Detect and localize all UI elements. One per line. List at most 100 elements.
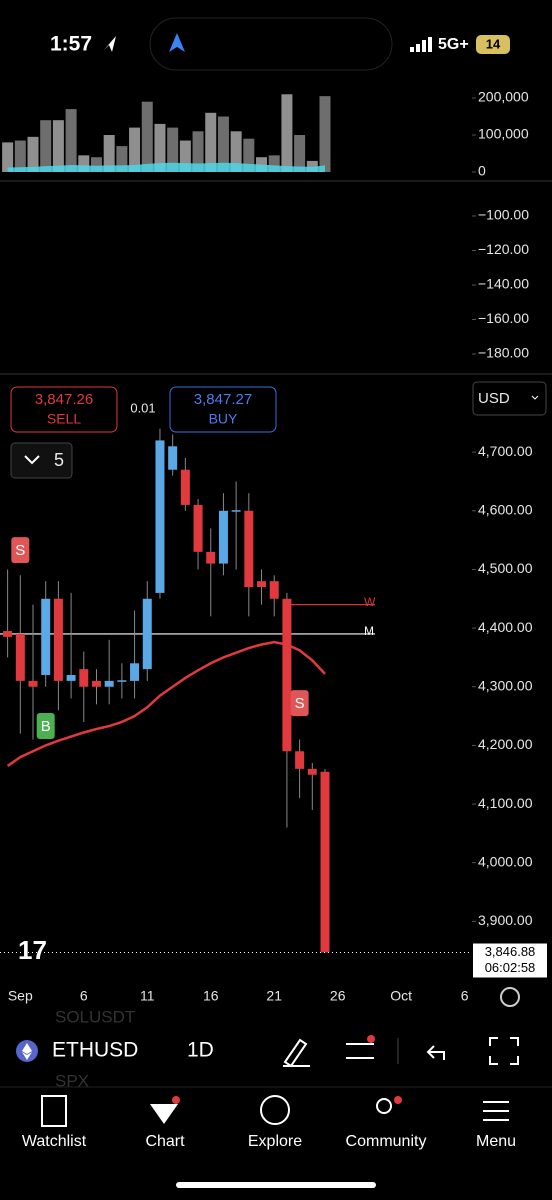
chevron bbox=[24, 455, 40, 465]
signal-marker bbox=[11, 537, 30, 564]
interval[interactable]: 1D bbox=[187, 1039, 214, 1062]
y-tick-label: 4,300.00 bbox=[478, 677, 533, 693]
currency: USD bbox=[478, 390, 510, 407]
y-tick-label: 4,000.00 bbox=[478, 853, 533, 869]
y-tick-label: −120.00 bbox=[478, 241, 529, 257]
volume-bar bbox=[192, 131, 204, 172]
y-tick-label: 4,700.00 bbox=[478, 443, 533, 459]
spread: 0.01 bbox=[130, 400, 155, 415]
candle-body bbox=[168, 446, 178, 470]
chart-icon[interactable] bbox=[150, 1104, 178, 1124]
x-tick-label: 11 bbox=[140, 988, 155, 1004]
y-tick-label: 4,500.00 bbox=[478, 560, 533, 576]
home-indicator bbox=[176, 1182, 376, 1188]
candle-body bbox=[282, 598, 292, 752]
quantity: 5 bbox=[54, 450, 64, 470]
volume-bar bbox=[319, 96, 331, 172]
candle-body bbox=[180, 469, 190, 505]
battery bbox=[476, 35, 510, 54]
buy-button[interactable] bbox=[169, 386, 277, 433]
volume-bar bbox=[154, 123, 166, 172]
candle-body bbox=[193, 504, 203, 552]
y-tick-label: 4,600.00 bbox=[478, 501, 533, 517]
y-tick-label: −180.00 bbox=[478, 345, 529, 361]
network: 5G+ bbox=[438, 36, 469, 53]
badge bbox=[394, 1096, 402, 1104]
indicators-icon[interactable] bbox=[346, 1043, 374, 1059]
x-tick-label: 16 bbox=[203, 988, 219, 1004]
signal-label: S bbox=[15, 542, 25, 559]
candle-body bbox=[53, 598, 63, 681]
volume-bar bbox=[90, 157, 102, 172]
candle-body bbox=[66, 675, 76, 681]
nav-label[interactable]: Explore bbox=[248, 1133, 302, 1150]
x-tick-label: Sep bbox=[8, 988, 33, 1004]
volume-bar bbox=[179, 140, 191, 172]
menu-icon[interactable] bbox=[483, 1101, 509, 1121]
volume-bar bbox=[14, 140, 26, 172]
volume-bar bbox=[243, 138, 255, 172]
nav-arrow bbox=[169, 33, 185, 52]
volume-bar bbox=[306, 160, 318, 172]
volume-bar bbox=[217, 116, 229, 172]
watchlist-icon[interactable] bbox=[41, 1095, 67, 1127]
volume-bar bbox=[141, 101, 153, 172]
candle-body bbox=[28, 680, 38, 687]
buy-label: BUY bbox=[209, 411, 238, 427]
location-icon bbox=[104, 36, 116, 52]
volume-bar bbox=[40, 120, 52, 172]
candle-body bbox=[91, 680, 101, 687]
volume-bar bbox=[2, 142, 14, 172]
volume-bar bbox=[268, 155, 280, 172]
candle-body bbox=[117, 680, 127, 682]
sell-button[interactable] bbox=[10, 386, 118, 433]
y-tick-label: −140.00 bbox=[478, 276, 529, 292]
nav-label[interactable]: Chart bbox=[145, 1133, 185, 1150]
x-tick-label: 6 bbox=[80, 988, 88, 1004]
signal-label: B bbox=[41, 718, 51, 735]
undo-icon[interactable] bbox=[426, 1045, 445, 1060]
volume-bar bbox=[281, 94, 293, 172]
candle-body bbox=[257, 581, 267, 588]
nav-label[interactable]: Community bbox=[346, 1133, 427, 1150]
y-tick-label: 4,400.00 bbox=[478, 619, 533, 635]
dynamic-island bbox=[149, 17, 393, 71]
candle-body bbox=[15, 633, 25, 681]
quantity-dropdown[interactable] bbox=[10, 442, 73, 479]
currency-dropdown[interactable] bbox=[472, 381, 547, 416]
ghost-symbol: SPX bbox=[55, 1071, 89, 1090]
level-label: M bbox=[364, 624, 374, 638]
nav-label[interactable]: Menu bbox=[476, 1133, 516, 1150]
volume-bar bbox=[205, 112, 217, 172]
candle-body bbox=[295, 751, 305, 769]
settings-icon[interactable] bbox=[500, 987, 520, 1007]
sell-label: SELL bbox=[47, 411, 81, 427]
y-tick-label: 3,900.00 bbox=[478, 912, 533, 928]
candle-body bbox=[142, 598, 152, 670]
symbol[interactable]: ETHUSD bbox=[52, 1039, 138, 1062]
draw-icon[interactable] bbox=[283, 1038, 310, 1068]
explore-icon[interactable] bbox=[260, 1095, 290, 1125]
clock: 1:57 bbox=[50, 33, 92, 56]
volume-bar bbox=[230, 131, 242, 172]
fullscreen-icon[interactable] bbox=[489, 1037, 519, 1065]
buy-price: 3,847.27 bbox=[194, 391, 252, 408]
community-icon[interactable] bbox=[376, 1098, 392, 1114]
candle-body bbox=[79, 669, 89, 687]
candle-body bbox=[231, 510, 241, 512]
candle-body bbox=[130, 663, 140, 681]
candle-body bbox=[206, 551, 216, 564]
y-tick-label: −160.00 bbox=[478, 310, 529, 326]
y-tick-label: 200,000 bbox=[478, 89, 529, 105]
signal bbox=[410, 37, 432, 52]
level-label: W bbox=[364, 595, 376, 609]
x-tick-label: 21 bbox=[266, 988, 282, 1004]
battery-level: 14 bbox=[486, 36, 501, 51]
candle-body bbox=[3, 631, 13, 637]
x-tick-label: Oct bbox=[390, 988, 412, 1004]
volume-ma-area bbox=[7, 162, 326, 172]
nav-label[interactable]: Watchlist bbox=[22, 1133, 87, 1150]
volume-bar bbox=[65, 109, 77, 172]
badge bbox=[172, 1096, 180, 1104]
